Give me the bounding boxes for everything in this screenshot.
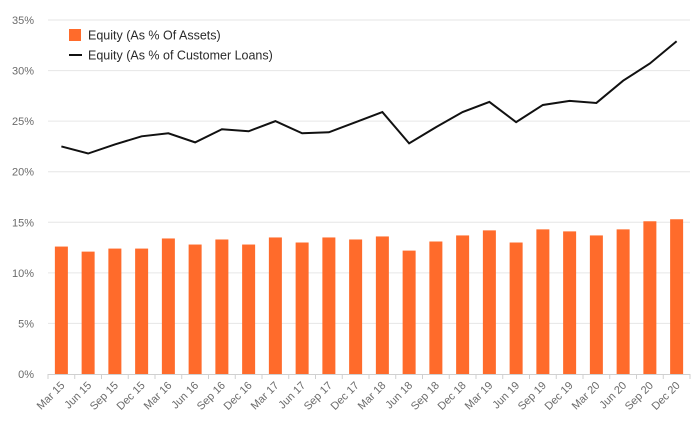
bar [215, 239, 229, 374]
legend-label-bar: Equity (As % Of Assets) [88, 29, 221, 43]
bar [375, 236, 389, 374]
y-tick-label: 15% [12, 217, 34, 229]
bar [589, 235, 603, 374]
y-tick-label: 0% [18, 369, 34, 381]
y-tick-label: 25% [12, 116, 34, 128]
x-tick-label: Dec 15 [115, 380, 148, 413]
bar [268, 237, 282, 374]
bar [81, 251, 95, 374]
bar [188, 244, 202, 374]
x-tick-label: Sep 18 [409, 380, 442, 413]
bar [643, 221, 657, 374]
y-tick-label: 35% [12, 15, 34, 27]
bar [563, 231, 577, 374]
bar [295, 242, 309, 374]
bar [322, 237, 336, 374]
y-tick-label: 10% [12, 268, 34, 280]
x-tick-label: Dec 20 [650, 380, 683, 413]
x-tick-label: Sep 17 [302, 380, 335, 413]
x-tick-label: Sep 15 [88, 380, 121, 413]
y-tick-label: 5% [18, 318, 34, 330]
x-tick-label: Sep 16 [195, 380, 228, 413]
x-tick-label: Mar 15 [35, 380, 68, 413]
x-tick-label: Dec 19 [543, 380, 576, 413]
bar [108, 248, 122, 374]
bar [482, 230, 496, 374]
x-tick-label: Mar 20 [570, 380, 603, 413]
bar [402, 250, 416, 374]
legend-swatch-bar [69, 29, 81, 41]
bar [135, 248, 149, 374]
x-tick-label: Sep 20 [623, 380, 656, 413]
bar [54, 246, 68, 374]
bar [616, 229, 630, 374]
line-series [61, 40, 678, 155]
bar [509, 242, 523, 374]
gridlines [48, 19, 690, 324]
bar [456, 235, 470, 374]
bar [670, 219, 684, 374]
x-tick-label: Dec 18 [436, 380, 469, 413]
legend-label-line: Equity (As % of Customer Loans) [88, 49, 273, 63]
y-tick-label: 30% [12, 66, 34, 78]
x-tick-label: Mar 19 [463, 380, 496, 413]
bar [161, 238, 175, 374]
x-tick-label: Mar 18 [356, 380, 389, 413]
x-tick-label: Mar 16 [142, 380, 175, 413]
bar [536, 229, 550, 374]
line-series-path [61, 40, 678, 155]
x-tick-label: Sep 19 [516, 380, 549, 413]
bar-series [54, 219, 684, 374]
bar [349, 239, 363, 374]
bar [429, 241, 443, 374]
legend: Equity (As % Of Assets) Equity (As % of … [69, 29, 273, 63]
bar [242, 244, 256, 374]
x-tick-label: Dec 17 [329, 380, 362, 413]
y-tick-label: 20% [12, 167, 34, 179]
x-tick-label: Dec 16 [222, 380, 255, 413]
x-tick-label: Mar 17 [249, 380, 282, 413]
y-axis: 0% 5% 10% 15% 20% 25% 30% 35% [12, 15, 34, 381]
